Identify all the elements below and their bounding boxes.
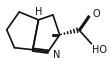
Text: H: H	[35, 7, 42, 17]
Text: HO: HO	[92, 45, 107, 55]
Text: N: N	[53, 50, 60, 60]
Text: O: O	[92, 9, 100, 19]
